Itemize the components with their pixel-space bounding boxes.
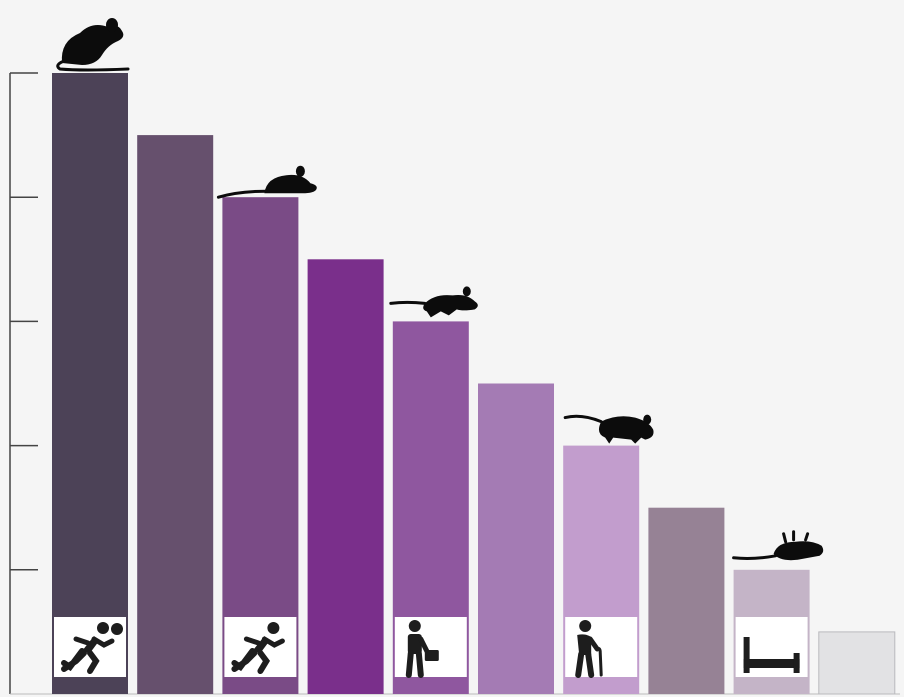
person-briefcase-icon-arm [418, 636, 430, 654]
mouse-lying-icon-paws [782, 530, 810, 544]
elderly-cane-icon-arm [587, 636, 600, 652]
runner-ball-icon-leg2 [87, 650, 100, 674]
mouse-sitting-icon-tail [56, 59, 130, 72]
bed-icon-headboard [743, 637, 750, 673]
mouse-sitting-icon-body [61, 25, 124, 65]
mouse-lying-icon-body [773, 541, 824, 561]
mouse-walking-icon [563, 414, 654, 444]
top-icons-group [56, 18, 824, 561]
bed-icon-footboard [793, 653, 800, 673]
bar-3 [307, 259, 384, 694]
bar-2 [222, 197, 299, 694]
icon-box-2 [394, 617, 467, 677]
mouse-walking-icon-ear [643, 414, 652, 425]
elderly-cane-icon [565, 617, 638, 678]
mouse-sitting-icon-ear [106, 18, 118, 32]
runner-icon-leg2 [257, 650, 271, 674]
mouse-running-icon [389, 286, 478, 318]
person-briefcase-icon [394, 617, 467, 678]
runner-ball-icon-head [97, 622, 109, 634]
person-briefcase-icon-head [408, 620, 421, 632]
mouse-walking-icon-body [598, 416, 654, 444]
runner-icon [224, 617, 297, 677]
bar-1 [137, 135, 214, 695]
bed-icon-mattress [743, 659, 800, 668]
bar-5 [478, 383, 554, 694]
runner-icon-head [267, 622, 280, 634]
mouse-lying-icon-tail [732, 554, 778, 560]
elderly-cane-icon-head [579, 620, 592, 632]
mouse-crouching-icon-body [264, 174, 317, 194]
mouse-crouching-icon-ear [295, 165, 305, 177]
mouse-running-icon-ear [462, 286, 471, 297]
bar-9 [818, 631, 896, 695]
runner-ball-icon-ball [111, 623, 123, 635]
runner-ball-icon-leg [61, 648, 87, 672]
bar-0 [52, 73, 128, 694]
elderly-cane-icon-legs [575, 651, 595, 678]
mouse-crouching-icon-tail [216, 189, 268, 199]
runner-ball-icon-arms [73, 636, 115, 648]
mouse-running-icon-body [423, 295, 478, 318]
bar-icons-group [54, 617, 808, 678]
mouse-lying-icon [732, 530, 824, 561]
person-briefcase-icon-case [424, 650, 439, 661]
elderly-cane-icon-cane [594, 646, 603, 677]
runner-icon-leg [231, 648, 258, 672]
person-briefcase-icon-legs [405, 650, 424, 678]
runner-ball-icon [54, 617, 126, 677]
mouse-crouching-icon [216, 165, 317, 199]
bar-7 [648, 507, 725, 694]
elderly-cane-icon-body [577, 634, 592, 655]
mouse-walking-icon-tail [563, 414, 603, 424]
bed-icon [735, 617, 808, 677]
mouse-running-icon-tail [389, 300, 427, 305]
mouse-sitting-icon [56, 18, 130, 72]
runner-icon-arms [243, 636, 285, 648]
